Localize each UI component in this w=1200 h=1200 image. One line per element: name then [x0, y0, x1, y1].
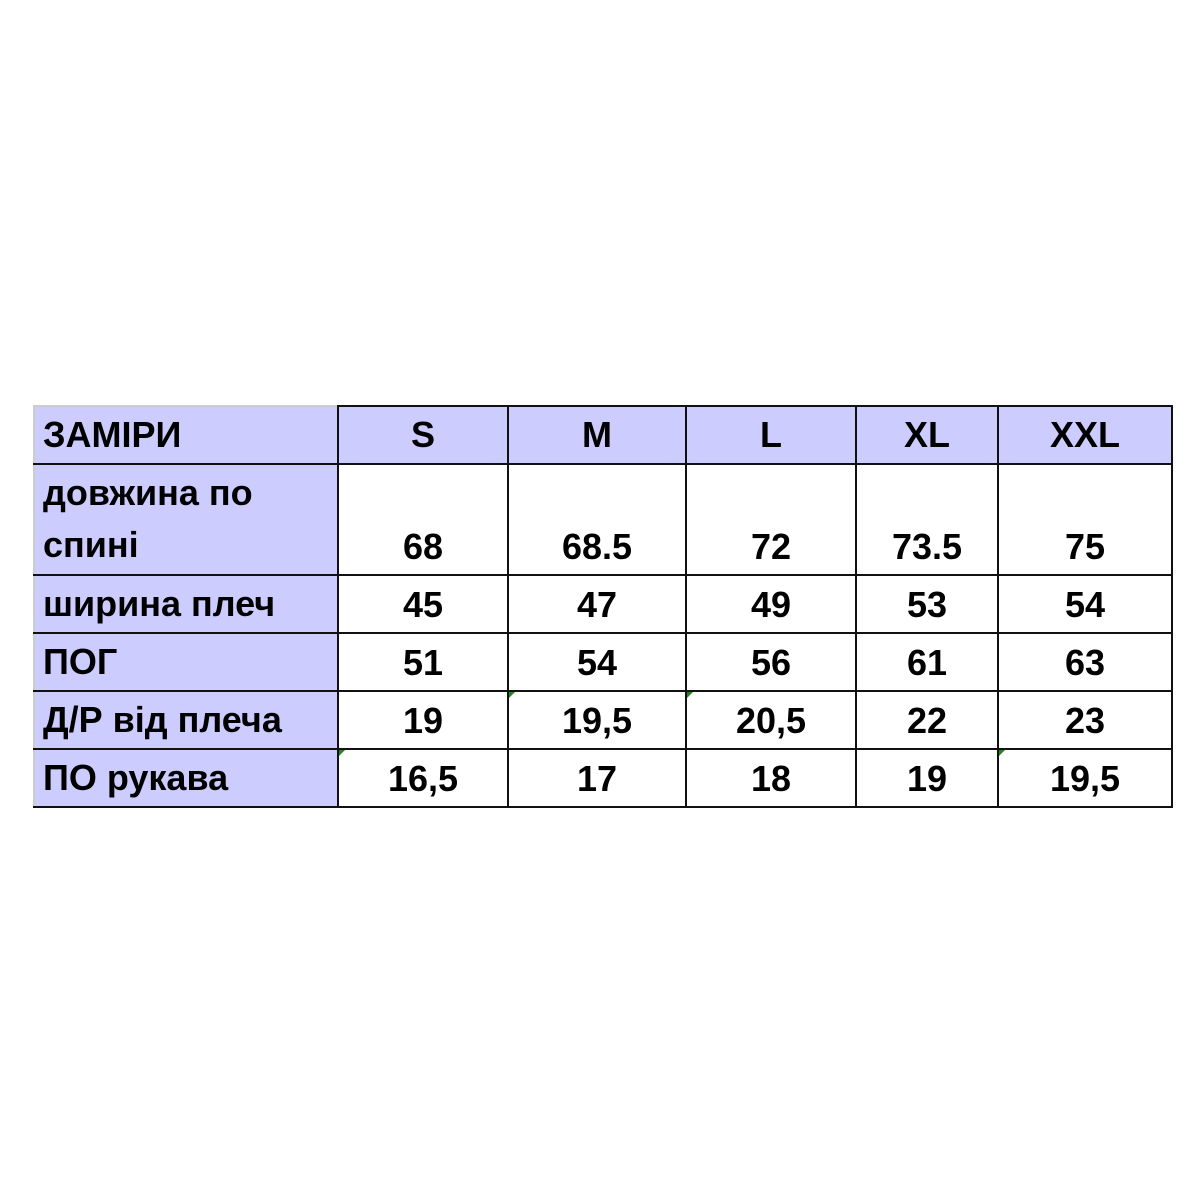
header-row: ЗАМІРИ S M L XL XXL: [33, 405, 1173, 465]
table-cell: 22: [855, 690, 999, 750]
header-size-xxl: XXL: [997, 405, 1173, 465]
cell-value: 16,5: [387, 758, 459, 799]
table-row: Д/Р від плеча 19 19,5 20,5 22 23: [33, 690, 1173, 750]
table-cell: 47: [507, 574, 687, 634]
cell-value: 19,5: [1049, 758, 1121, 799]
comment-marker-icon: [509, 692, 515, 698]
table-cell: 75: [997, 463, 1173, 576]
table-row: ПОГ 51 54 56 61 63: [33, 632, 1173, 692]
table-cell: 45: [337, 574, 509, 634]
table-cell: 17: [507, 748, 687, 808]
table-cell: 20,5: [685, 690, 857, 750]
table-cell: 19: [337, 690, 509, 750]
table-cell: 51: [337, 632, 509, 692]
row-label: ПОГ: [33, 632, 339, 692]
row-label: ПО рукава: [33, 748, 339, 808]
table-cell: 61: [855, 632, 999, 692]
table-cell: 68: [337, 463, 509, 576]
row-label: довжина по спині: [33, 463, 339, 576]
header-size-l: L: [685, 405, 857, 465]
table-cell: 19: [855, 748, 999, 808]
row-label: ширина плеч: [33, 574, 339, 634]
cell-value: 20,5: [735, 700, 807, 741]
header-measurements: ЗАМІРИ: [33, 405, 339, 465]
header-size-m: M: [507, 405, 687, 465]
table-cell: 63: [997, 632, 1173, 692]
comment-marker-icon: [339, 750, 345, 756]
table-cell: 19,5: [507, 690, 687, 750]
table-cell: 16,5: [337, 748, 509, 808]
cell-value: 19,5: [561, 700, 633, 741]
table-cell: 54: [507, 632, 687, 692]
table-cell: 49: [685, 574, 857, 634]
comment-marker-icon: [687, 692, 693, 698]
table-cell: 18: [685, 748, 857, 808]
table-cell: 56: [685, 632, 857, 692]
table-row: ПО рукава 16,5 17 18 19 19,5: [33, 748, 1173, 808]
table-cell: 54: [997, 574, 1173, 634]
table-cell: 53: [855, 574, 999, 634]
row-label: Д/Р від плеча: [33, 690, 339, 750]
size-chart-table: ЗАМІРИ S M L XL XXL довжина по спині 68 …: [33, 405, 1173, 808]
table-cell: 73.5: [855, 463, 999, 576]
header-size-xl: XL: [855, 405, 999, 465]
table-cell: 19,5: [997, 748, 1173, 808]
table-cell: 72: [685, 463, 857, 576]
table-row: ширина плеч 45 47 49 53 54: [33, 574, 1173, 634]
header-size-s: S: [337, 405, 509, 465]
comment-marker-icon: [999, 750, 1005, 756]
table-row: довжина по спині 68 68.5 72 73.5 75: [33, 463, 1173, 576]
table-cell: 68.5: [507, 463, 687, 576]
table-cell: 23: [997, 690, 1173, 750]
